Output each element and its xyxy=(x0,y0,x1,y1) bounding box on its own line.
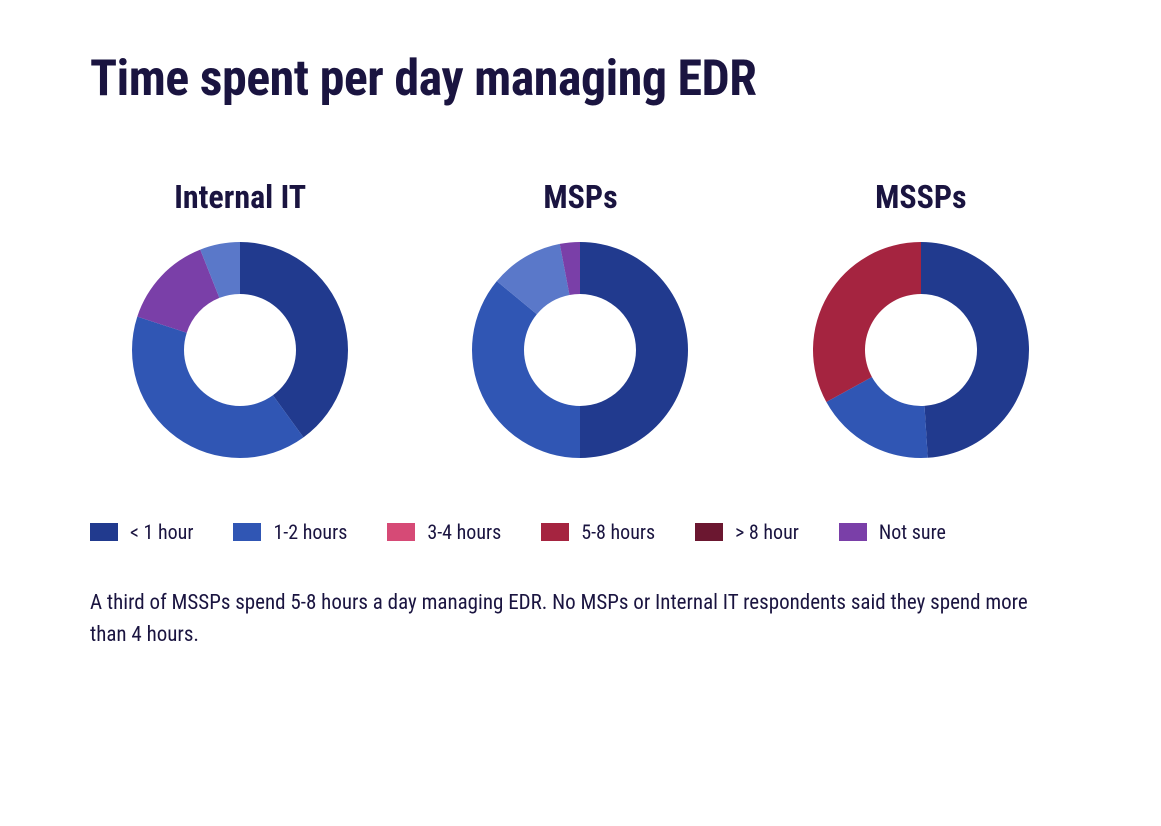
legend-label: 1-2 hours xyxy=(273,520,347,544)
charts-row: Internal IT MSPs MSSPs xyxy=(90,178,1071,460)
legend-swatch xyxy=(233,523,261,541)
legend-label: 3-4 hours xyxy=(427,520,501,544)
legend: < 1 hour 1-2 hours 3-4 hours 5-8 hours >… xyxy=(90,520,1071,544)
legend-item: 3-4 hours xyxy=(387,520,501,544)
legend-label: < 1 hour xyxy=(130,520,193,544)
legend-swatch xyxy=(839,523,867,541)
legend-item: 5-8 hours xyxy=(541,520,655,544)
donut-slice xyxy=(472,281,580,458)
chart-label: Internal IT xyxy=(174,178,306,216)
donut-slice xyxy=(132,317,303,458)
legend-label: > 8 hour xyxy=(735,520,799,544)
donut-slice xyxy=(813,242,921,402)
legend-item: Not sure xyxy=(839,520,946,544)
chart-label: MSSPs xyxy=(875,178,967,216)
donut-slice xyxy=(921,242,1029,458)
legend-swatch xyxy=(387,523,415,541)
donut-chart xyxy=(811,240,1031,460)
legend-swatch xyxy=(695,523,723,541)
donut-chart xyxy=(470,240,690,460)
chart-internal-it: Internal IT xyxy=(90,178,390,460)
chart-label: MSPs xyxy=(543,178,617,216)
donut-chart xyxy=(130,240,350,460)
legend-swatch xyxy=(541,523,569,541)
chart-mssps: MSSPs xyxy=(771,178,1071,460)
chart-msps: MSPs xyxy=(430,178,730,460)
legend-swatch xyxy=(90,523,118,541)
page-title: Time spent per day managing EDR xyxy=(90,50,1071,108)
legend-label: Not sure xyxy=(879,520,946,544)
legend-item: 1-2 hours xyxy=(233,520,347,544)
legend-item: < 1 hour xyxy=(90,520,193,544)
legend-item: > 8 hour xyxy=(695,520,799,544)
legend-label: 5-8 hours xyxy=(581,520,655,544)
caption: A third of MSSPs spend 5-8 hours a day m… xyxy=(90,588,1030,651)
donut-slice xyxy=(580,242,688,458)
